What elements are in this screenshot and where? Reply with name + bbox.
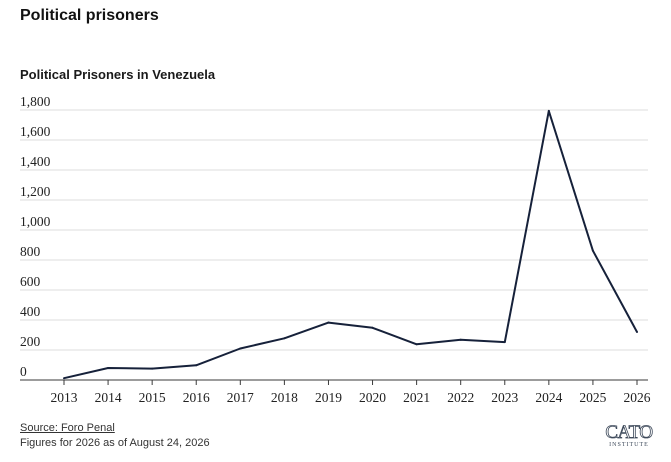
y-tick-label: 1,400: [20, 154, 51, 169]
data-point: [63, 377, 65, 380]
x-tick-label: 2014: [95, 390, 122, 405]
x-tick-label: 2016: [183, 390, 210, 405]
x-tick-label: 2015: [139, 390, 166, 405]
data-point: [107, 367, 110, 369]
data-point: [283, 337, 286, 340]
x-tick-label: 2019: [315, 390, 342, 405]
data-point: [591, 249, 594, 252]
y-tick-label: 400: [20, 304, 41, 319]
x-tick-label: 2018: [271, 390, 298, 405]
x-tick-label: 2013: [51, 390, 78, 405]
data-point: [415, 343, 418, 346]
chart-title: Political Prisoners in Venezuela: [20, 67, 216, 82]
series-line-0: [63, 109, 638, 380]
y-axis-ticks: 0 200 400 600 800 1,000 1,200 1,400 1,600 1,800: [20, 94, 51, 379]
data-point: [547, 109, 550, 112]
source-note: Source: Foro Penal: [20, 422, 115, 434]
x-axis-ticks: 2013 2014 2015 2016 2017 2018 2019 2020 2021 2022…: [51, 380, 651, 405]
x-tick-label: 2026: [624, 390, 651, 405]
x-tick-label: 2017: [227, 390, 254, 405]
cato-institute-logo[interactable]: CATO INSTITUTE: [601, 422, 657, 458]
x-tick-label: 2023: [491, 390, 518, 405]
x-tick-label: 2025: [579, 390, 606, 405]
data-point: [151, 367, 154, 370]
line-chart: 0 200 400 600 800 1,000 1,200 1,400 1,600 1,800 2…: [20, 94, 651, 405]
data-point: [195, 364, 198, 367]
logo-wordmark: CATO: [605, 422, 654, 444]
data-point: [503, 341, 506, 344]
data-point: [459, 338, 462, 341]
data-point: [636, 331, 638, 333]
source-link[interactable]: Source: Foro Penal: [20, 422, 115, 434]
y-tick-label: 600: [20, 274, 41, 289]
x-tick-label: 2022: [447, 390, 474, 405]
y-tick-label: 1,200: [20, 184, 51, 199]
figures-note: Figures for 2026 as of August 24, 2026: [20, 437, 210, 449]
page-title: Political prisoners: [20, 7, 159, 24]
x-tick-label: 2020: [359, 390, 386, 405]
y-tick-label: 800: [20, 244, 41, 259]
data-point: [239, 347, 242, 350]
y-tick-label: 200: [20, 334, 41, 349]
y-tick-label: 1,800: [20, 94, 51, 109]
logo-subtitle: INSTITUTE: [609, 442, 649, 448]
y-tick-label: 0: [20, 364, 27, 379]
gridlines: [20, 109, 648, 381]
data-point: [371, 326, 374, 329]
y-tick-label: 1,600: [20, 124, 51, 139]
series-layer: [63, 109, 638, 380]
x-tick-label: 2024: [535, 390, 562, 405]
x-tick-label: 2021: [403, 390, 430, 405]
data-point: [327, 321, 330, 324]
y-tick-label: 1,000: [20, 214, 51, 229]
